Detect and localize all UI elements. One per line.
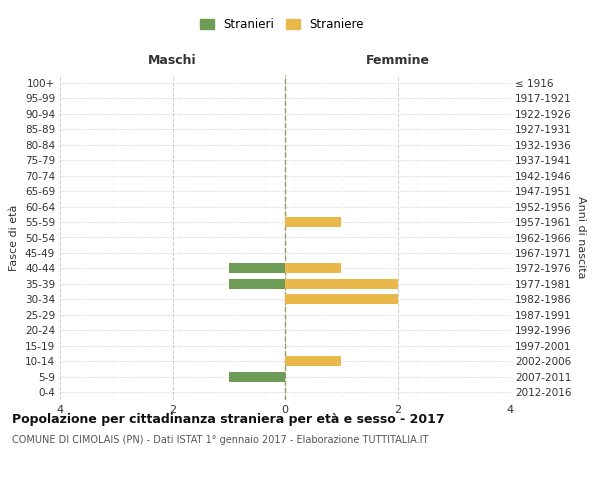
Y-axis label: Anni di nascita: Anni di nascita — [575, 196, 586, 279]
Legend: Stranieri, Straniere: Stranieri, Straniere — [195, 14, 369, 36]
Bar — [229, 264, 285, 274]
Text: Maschi: Maschi — [148, 54, 197, 68]
Bar — [229, 372, 285, 382]
Y-axis label: Fasce di età: Fasce di età — [10, 204, 19, 270]
Bar — [285, 356, 341, 366]
Bar — [285, 279, 398, 289]
Text: Femmine: Femmine — [365, 54, 430, 68]
Bar — [285, 264, 341, 274]
Bar — [285, 294, 398, 304]
Bar — [229, 279, 285, 289]
Bar — [285, 217, 341, 227]
Text: COMUNE DI CIMOLAIS (PN) - Dati ISTAT 1° gennaio 2017 - Elaborazione TUTTITALIA.I: COMUNE DI CIMOLAIS (PN) - Dati ISTAT 1° … — [12, 435, 428, 445]
Text: Popolazione per cittadinanza straniera per età e sesso - 2017: Popolazione per cittadinanza straniera p… — [12, 412, 445, 426]
